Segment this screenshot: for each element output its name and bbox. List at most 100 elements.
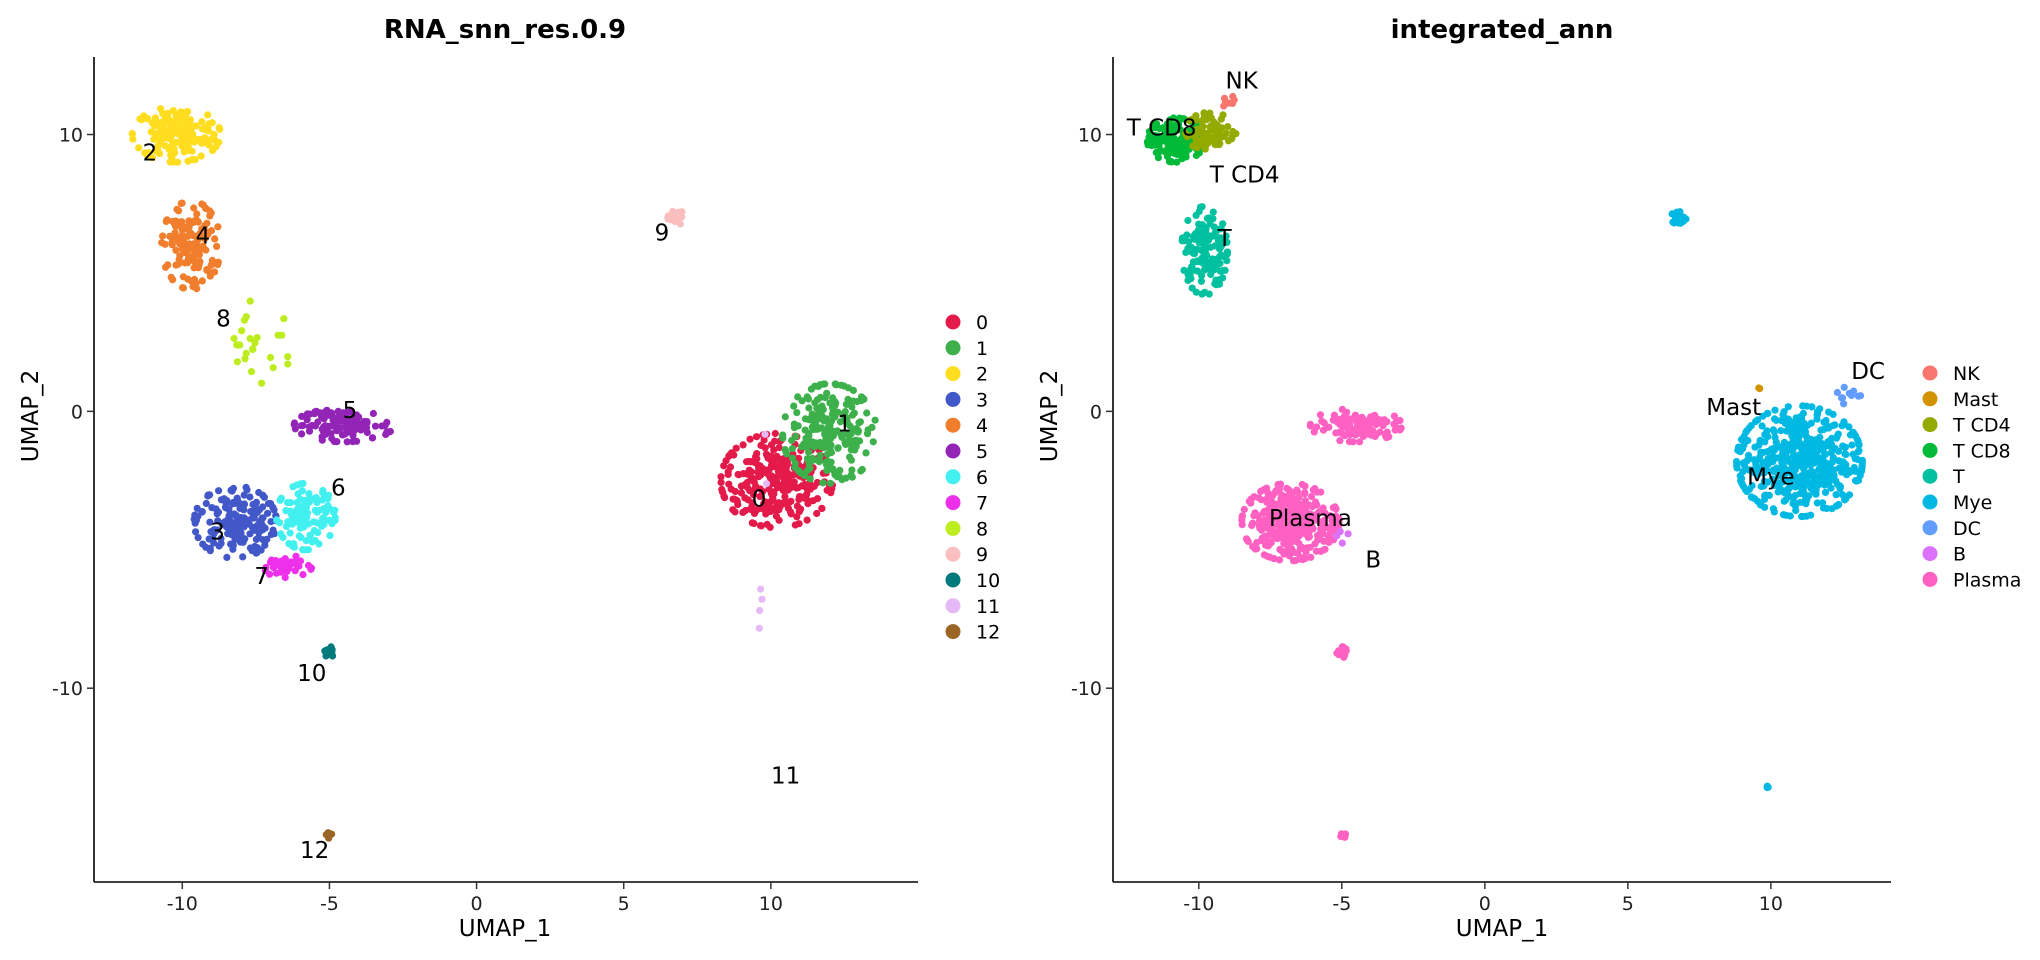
point-1 [849,411,857,419]
point-1 [779,434,787,442]
point-11 [762,480,771,488]
point-5 [318,436,326,444]
point-4 [179,284,187,292]
point-0 [741,494,749,502]
cluster-label: Mye [1747,464,1795,490]
cluster-label: 12 [300,838,329,864]
point-0 [775,516,783,524]
point-mye [1801,462,1809,470]
legend-label: 3 [976,389,988,411]
point-8 [258,379,266,387]
point-3 [246,493,254,501]
point-plasma [1287,532,1295,540]
point-1 [856,418,865,426]
legend-swatch [1922,442,1938,458]
point-t [1184,216,1192,225]
point-4 [179,222,187,230]
point-2 [215,138,223,146]
point-1 [807,385,816,393]
point-3 [236,500,244,508]
point-t [1182,248,1190,256]
point-mye [1829,422,1837,430]
point-4 [214,223,222,231]
point-6 [310,518,318,526]
point-3 [235,535,243,543]
point-8 [238,327,246,335]
point-2 [169,158,178,166]
point-t [1210,266,1218,274]
point-t-cd8 [1155,148,1163,156]
point-3 [202,499,210,508]
point-plasma [1289,495,1297,503]
point-t-cd8 [1167,137,1175,145]
point-t [1188,284,1196,292]
point-plasma [1293,487,1301,495]
point-3 [204,491,212,499]
point-0 [779,486,787,495]
point-mye [1738,474,1746,482]
point-8 [233,358,241,366]
point-7 [299,571,307,579]
point-1 [856,437,864,445]
point-8 [249,345,257,353]
point-0 [745,457,753,466]
point-1 [793,409,801,417]
point-0 [751,459,759,467]
point-mye [1803,433,1811,441]
point-plasma [1335,517,1343,525]
point-0 [787,497,795,505]
point-0 [762,510,770,518]
point-1 [823,389,831,397]
point-2 [216,125,224,133]
point-t-cd8 [1167,158,1176,166]
point-mye [1763,782,1771,790]
point-6 [295,532,303,540]
point-4 [204,228,212,236]
point-0 [732,496,741,504]
point-0 [737,489,746,497]
point-1 [818,404,827,413]
point-3 [229,545,237,553]
point-t-cd8 [1176,136,1184,144]
legend-label: 5 [976,441,988,463]
point-3 [267,518,275,526]
point-mye [1760,482,1768,490]
point-1 [868,423,876,431]
legend-swatch [1922,391,1938,407]
point-t-cd4 [1228,135,1236,143]
point-5 [303,416,311,424]
point-mye [1849,450,1857,458]
point-t-cd4 [1210,126,1218,134]
point-mye [1812,490,1820,498]
point-plasma [1381,431,1390,440]
point-dc [1845,389,1853,397]
point-t-cd8 [1192,151,1200,160]
point-8 [241,355,249,363]
point-9 [678,208,686,216]
panel-integrated-ann: integrated_ann NK T CD8 T CD4 T DC Mast Mye Pla… [1037,15,2021,942]
point-6 [302,537,310,545]
point-4 [159,232,167,240]
point-mye [1740,441,1748,449]
point-mye [1819,504,1828,512]
point-t [1192,211,1200,219]
point-0 [813,509,821,518]
legend-label: 8 [976,518,988,540]
point-1 [836,466,844,474]
point-8 [280,315,288,323]
cluster-label: 5 [343,398,358,424]
point-t-cd4 [1188,115,1196,123]
point-3 [191,519,199,527]
cluster-label: T CD8 [1126,116,1197,142]
point-mye [1673,208,1681,216]
cluster-label: 7 [254,564,269,590]
point-mye [1758,422,1766,430]
point-0 [801,481,809,489]
point-8 [284,353,292,361]
point-plasma [1356,438,1364,446]
point-t [1180,266,1188,274]
legend-swatch [1922,417,1938,433]
point-11 [761,430,769,438]
point-mye [1815,458,1823,466]
point-t [1218,267,1227,275]
